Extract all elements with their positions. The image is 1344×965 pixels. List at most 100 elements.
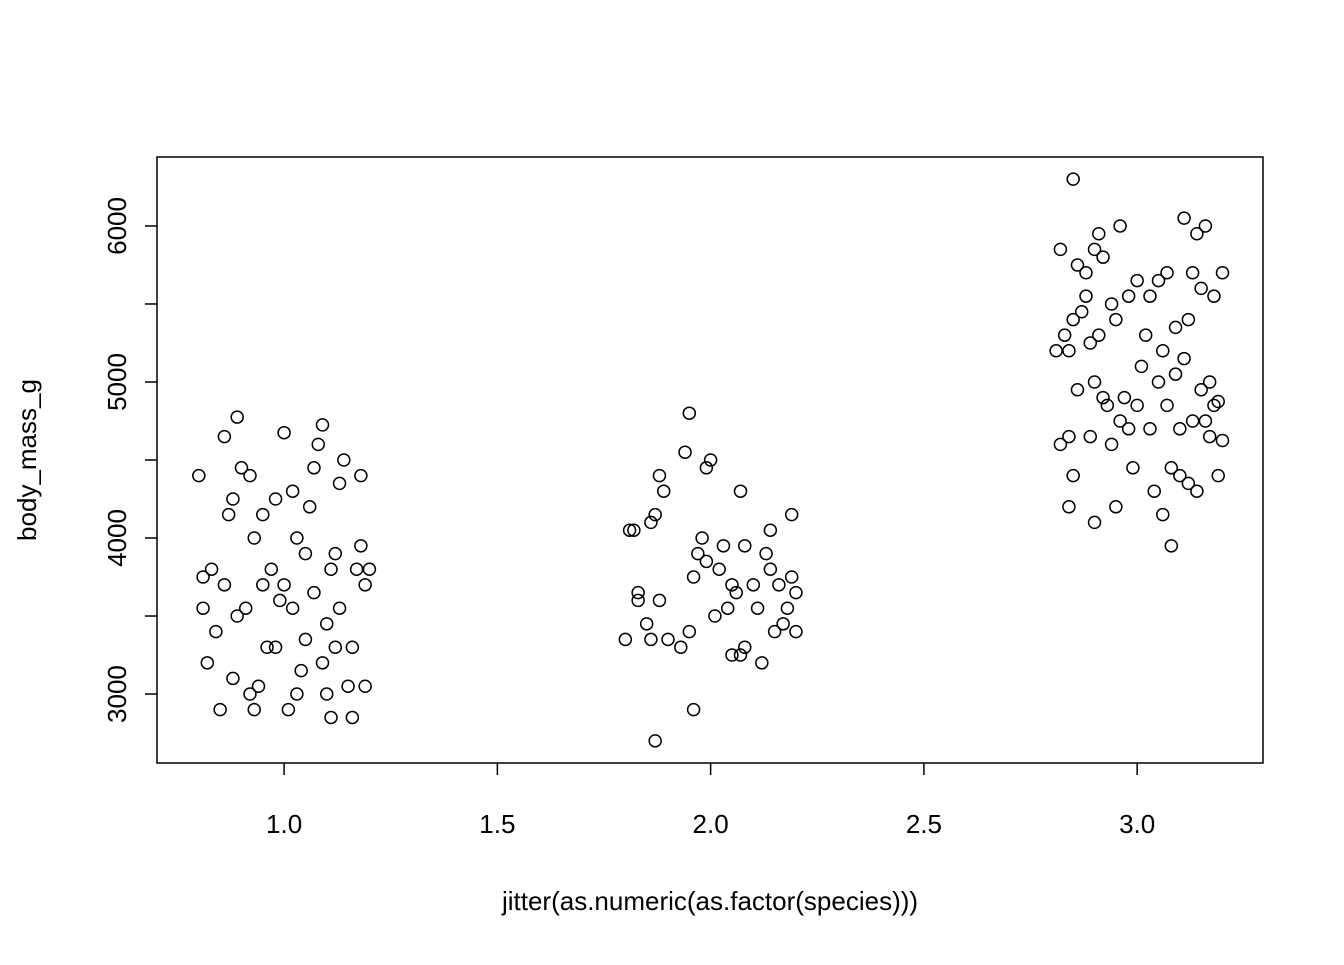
point bbox=[358, 578, 372, 592]
point bbox=[1211, 394, 1225, 409]
point bbox=[243, 468, 257, 483]
point bbox=[1194, 281, 1208, 296]
point bbox=[362, 562, 377, 576]
point bbox=[1092, 328, 1106, 342]
point bbox=[1117, 390, 1132, 405]
point bbox=[1053, 437, 1068, 452]
point bbox=[639, 617, 654, 631]
point bbox=[738, 539, 752, 553]
point bbox=[631, 585, 645, 600]
point bbox=[1198, 414, 1213, 428]
point bbox=[307, 585, 321, 600]
point bbox=[686, 702, 701, 717]
point bbox=[281, 702, 296, 717]
point bbox=[243, 687, 257, 701]
point bbox=[324, 562, 338, 576]
point bbox=[226, 492, 240, 506]
point bbox=[750, 601, 765, 615]
point bbox=[1207, 289, 1221, 303]
point bbox=[648, 507, 662, 522]
point bbox=[708, 609, 722, 623]
point bbox=[755, 656, 769, 670]
point bbox=[789, 624, 803, 639]
point bbox=[733, 484, 748, 498]
point bbox=[1109, 500, 1123, 514]
point bbox=[738, 640, 752, 654]
point bbox=[1113, 219, 1127, 233]
point bbox=[699, 461, 714, 475]
point bbox=[618, 632, 633, 647]
point bbox=[1173, 468, 1187, 483]
point bbox=[320, 617, 334, 631]
point bbox=[1190, 484, 1204, 498]
point bbox=[226, 671, 240, 686]
point bbox=[1134, 359, 1149, 374]
point bbox=[1215, 433, 1230, 448]
point bbox=[196, 570, 210, 584]
point bbox=[1100, 398, 1115, 413]
point bbox=[324, 710, 338, 725]
point bbox=[345, 640, 360, 654]
point bbox=[686, 570, 701, 584]
x-tick-label: 3.0 bbox=[1119, 809, 1155, 839]
point bbox=[238, 601, 253, 615]
x-tick-label: 2.5 bbox=[906, 809, 942, 839]
point bbox=[1177, 211, 1191, 225]
point bbox=[695, 531, 709, 545]
point bbox=[772, 578, 786, 592]
point bbox=[264, 562, 279, 576]
point bbox=[307, 461, 321, 475]
point bbox=[1087, 515, 1102, 530]
point bbox=[285, 484, 300, 498]
point bbox=[1177, 351, 1191, 366]
point bbox=[273, 593, 287, 608]
point bbox=[290, 531, 304, 545]
y-tick-label: 3000 bbox=[102, 665, 132, 723]
point bbox=[1202, 429, 1217, 444]
point bbox=[1079, 266, 1093, 280]
point bbox=[1168, 320, 1183, 335]
point bbox=[720, 601, 735, 615]
point bbox=[1160, 266, 1174, 280]
point bbox=[652, 593, 667, 608]
point bbox=[1198, 219, 1213, 233]
point bbox=[315, 418, 330, 432]
point bbox=[1104, 437, 1119, 452]
point bbox=[298, 632, 313, 647]
x-tick-label: 1.5 bbox=[479, 809, 515, 839]
point bbox=[277, 578, 291, 592]
point bbox=[759, 546, 773, 561]
point bbox=[661, 632, 675, 647]
point bbox=[1147, 484, 1161, 498]
point bbox=[789, 585, 803, 600]
point bbox=[328, 546, 343, 561]
point bbox=[234, 461, 249, 475]
point bbox=[1130, 398, 1144, 413]
point bbox=[1057, 328, 1072, 342]
point bbox=[217, 578, 232, 592]
point bbox=[1062, 500, 1076, 514]
point bbox=[1138, 328, 1153, 342]
point bbox=[1202, 375, 1217, 389]
point bbox=[260, 640, 274, 654]
point bbox=[1066, 312, 1080, 327]
point bbox=[328, 640, 343, 654]
point bbox=[1104, 297, 1119, 311]
point bbox=[1207, 398, 1221, 413]
point bbox=[746, 578, 761, 592]
point bbox=[644, 515, 658, 530]
point bbox=[784, 507, 799, 522]
point bbox=[204, 562, 219, 576]
point bbox=[1181, 476, 1196, 491]
point bbox=[221, 507, 236, 522]
point bbox=[1160, 398, 1174, 413]
point bbox=[1185, 414, 1200, 428]
point bbox=[354, 539, 368, 553]
point bbox=[716, 539, 731, 553]
point bbox=[277, 425, 291, 440]
point bbox=[230, 410, 244, 424]
point bbox=[1070, 258, 1085, 272]
point bbox=[763, 523, 778, 537]
point bbox=[1143, 422, 1157, 436]
point bbox=[733, 648, 748, 662]
